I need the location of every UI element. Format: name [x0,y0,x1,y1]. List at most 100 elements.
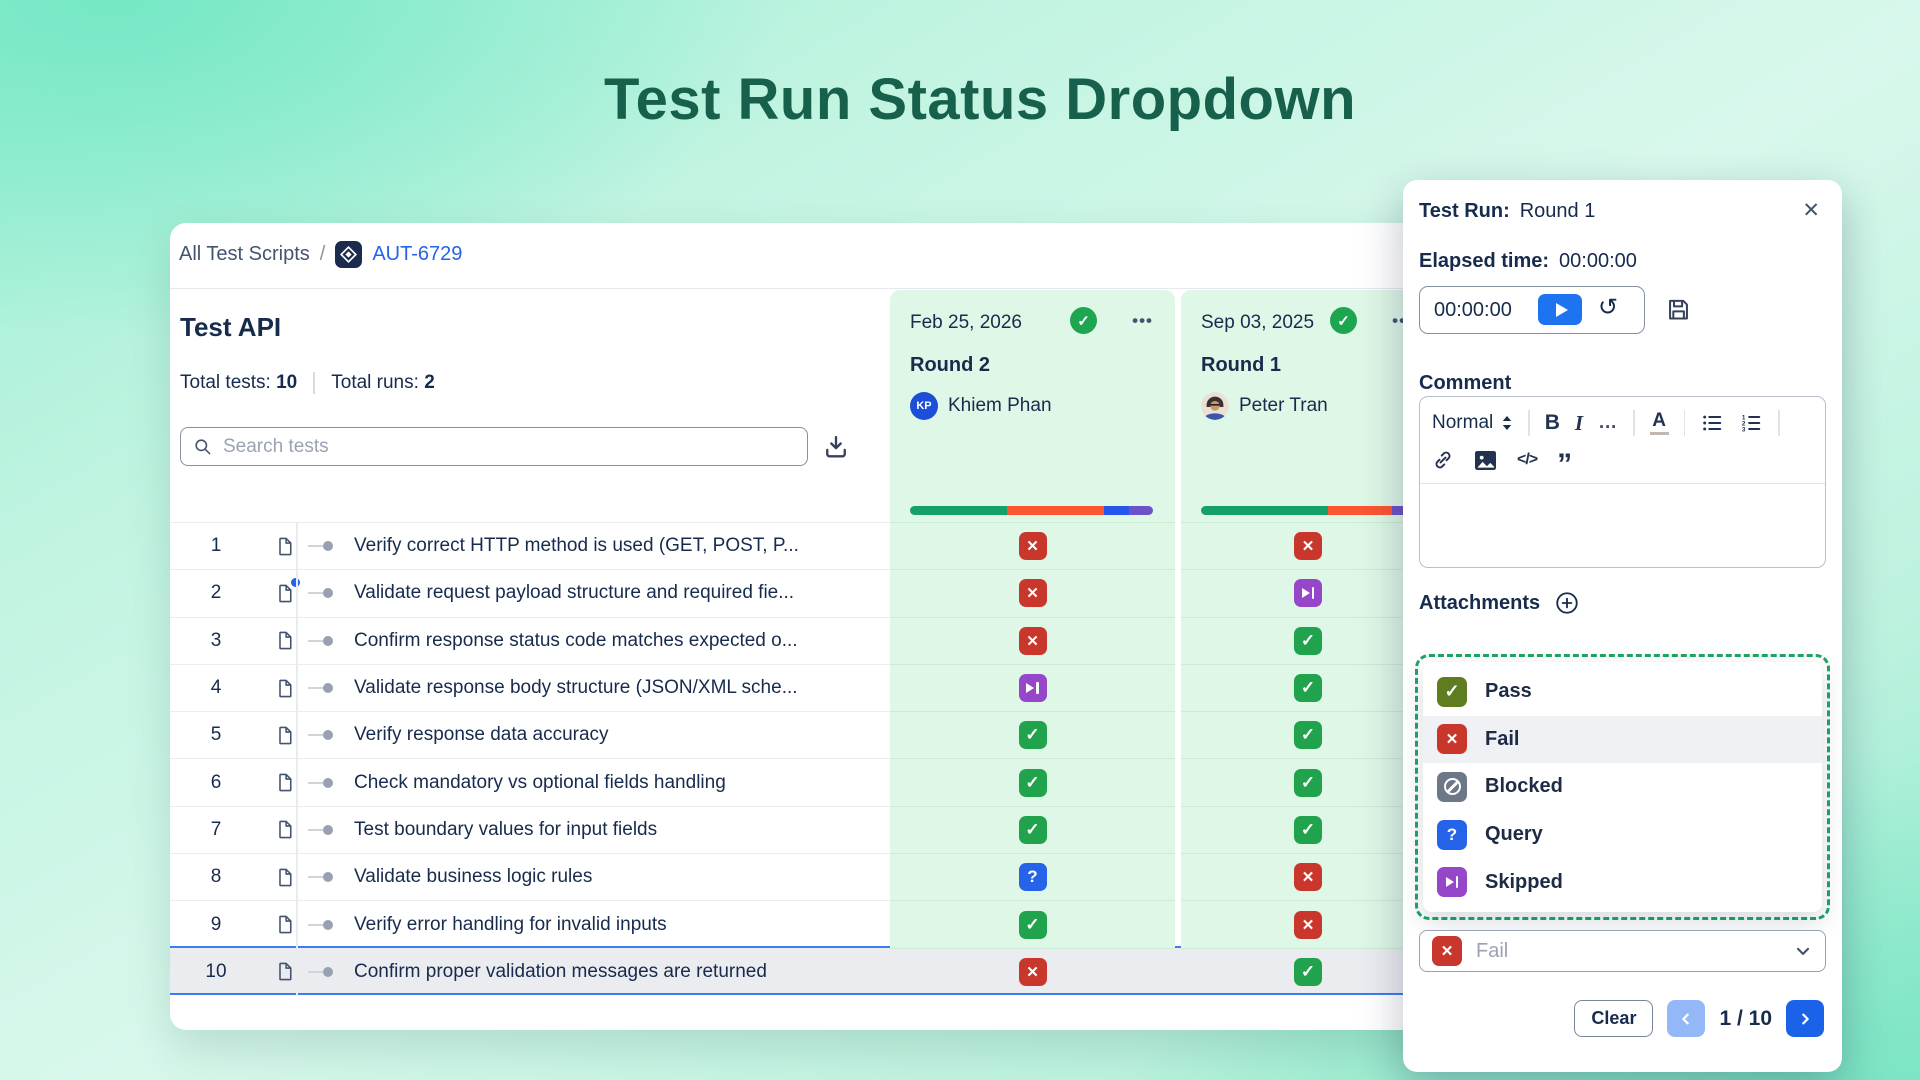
play-button[interactable] [1538,294,1582,325]
pass-status-icon [1437,676,1467,707]
test-title[interactable]: Validate request payload structure and r… [354,582,795,604]
test-title[interactable]: Test boundary values for input fields [354,818,658,840]
status-cell[interactable] [890,570,1175,618]
status-cell[interactable] [1181,759,1435,807]
breadcrumb-issue-link[interactable]: AUT-6729 [372,242,463,265]
totals-divider [313,372,316,394]
timer-box: 00:00:00 ↺ [1419,286,1645,334]
status-cell[interactable] [1181,949,1435,995]
status-select[interactable]: Fail [1419,930,1826,972]
test-title[interactable]: Validate business logic rules [354,866,593,888]
save-time-button[interactable] [1665,296,1692,323]
test-script-icon[interactable] [262,629,308,652]
italic-button[interactable]: I [1574,410,1584,435]
test-title[interactable]: Validate response body structure (JSON/X… [354,677,798,699]
status-cell[interactable] [890,949,1175,995]
chevron-down-icon [1793,941,1813,961]
test-rows: 1 Verify correct HTTP method is used (GE… [170,522,890,995]
test-title[interactable]: Confirm proper validation messages are r… [354,960,767,982]
status-cell[interactable] [1181,901,1435,949]
test-title[interactable]: Verify error handling for invalid inputs [354,913,667,935]
test-script-icon[interactable] [262,577,308,605]
run-date: Feb 25, 2026 [910,312,1022,333]
close-icon[interactable]: ✕ [1800,196,1822,225]
next-test-button[interactable] [1786,1000,1824,1037]
run-header[interactable]: Sep 03, 2025 ✓ ••• Round 1 Peter Tran [1181,290,1435,522]
status-cell[interactable] [890,712,1175,760]
status-cell[interactable] [1181,854,1435,902]
test-script-icon[interactable] [262,724,308,747]
table-row[interactable]: 4 Validate response body structure (JSON… [170,665,890,713]
link-button[interactable] [1432,449,1454,471]
test-script-icon[interactable] [262,913,308,936]
clear-button[interactable]: Clear [1574,1000,1654,1037]
status-cell[interactable] [1181,617,1435,665]
test-title[interactable]: Confirm response status code matches exp… [354,629,798,651]
dropdown-item-query[interactable]: Query [1423,811,1822,859]
test-title[interactable]: Check mandatory vs optional fields handl… [354,771,726,793]
editor-toolbar-row-2: </> ” [1432,447,1815,481]
run-assignee: KP Khiem Phan [910,392,1052,420]
dropdown-item-blocked[interactable]: Blocked [1423,763,1822,811]
table-row[interactable]: 8 Validate business logic rules [170,854,890,902]
status-cell[interactable] [1181,712,1435,760]
text-color-button[interactable]: A [1649,411,1669,436]
test-script-icon[interactable] [262,771,308,794]
table-row[interactable]: 6 Check mandatory vs optional fields han… [170,759,890,807]
status-cell[interactable] [1181,522,1435,571]
status-cell[interactable] [1181,570,1435,618]
table-row[interactable]: 9 Verify error handling for invalid inpu… [170,901,890,949]
dropdown-item-fail[interactable]: Fail [1423,715,1822,764]
tree-connector [308,541,346,552]
bullet-list-button[interactable] [1700,412,1724,434]
status-cell[interactable] [890,617,1175,665]
search-input[interactable] [221,434,795,459]
test-title[interactable]: Verify correct HTTP method is used (GET,… [354,535,799,557]
code-button[interactable]: </> [1517,451,1538,468]
test-script-icon[interactable] [262,818,308,841]
search-icon [193,437,212,456]
status-cell[interactable] [890,664,1175,713]
test-script-icon[interactable] [262,866,308,889]
export-download-button[interactable] [822,432,852,462]
status-cell[interactable] [1181,664,1435,713]
status-cell[interactable] [890,854,1175,902]
test-title[interactable]: Verify response data accuracy [354,724,609,746]
table-row-selected[interactable]: 10 Confirm proper validation messages ar… [170,949,890,995]
table-row[interactable]: 3 Confirm response status code matches e… [170,618,890,665]
svg-text:3: 3 [1742,426,1746,433]
run-menu-button[interactable]: ••• [1132,311,1153,330]
image-button[interactable] [1474,450,1497,471]
reset-timer-icon[interactable]: ↺ [1598,294,1619,321]
status-cell[interactable] [890,901,1175,949]
search-box [180,427,808,466]
breadcrumb-root-link[interactable]: All Test Scripts [179,242,310,265]
status-cell[interactable] [890,759,1175,807]
timer-value[interactable]: 00:00:00 [1434,299,1512,321]
status-cell[interactable] [890,522,1175,571]
row-number: 8 [210,866,222,888]
paragraph-style-select[interactable]: Normal [1432,412,1513,434]
test-script-icon[interactable] [262,677,308,700]
dropdown-item-skipped[interactable]: Skipped [1423,858,1822,906]
run-header[interactable]: Feb 25, 2026 ✓ ••• Round 2 KP Khiem Phan [890,290,1175,522]
add-attachment-icon[interactable] [1554,590,1580,616]
test-script-icon[interactable] [262,535,308,558]
more-formatting-button[interactable]: … [1598,412,1619,433]
comment-input-area[interactable] [1420,483,1825,567]
dropdown-item-pass[interactable]: Pass [1423,668,1822,716]
bold-button[interactable]: B [1544,411,1560,434]
table-row[interactable]: 2 Validate request payload structure and… [170,570,890,618]
table-row[interactable]: 1 Verify correct HTTP method is used (GE… [170,522,890,571]
toolbar-separator [1528,410,1530,436]
previous-test-button[interactable] [1667,1000,1706,1037]
status-cell[interactable] [1181,806,1435,855]
test-script-icon[interactable] [262,960,308,983]
status-cell[interactable] [890,806,1175,855]
quote-button[interactable]: ” [1557,448,1573,481]
table-row[interactable]: 7 Test boundary values for input fields [170,807,890,855]
play-icon [1555,302,1568,317]
table-row[interactable]: 5 Verify response data accuracy [170,712,890,760]
